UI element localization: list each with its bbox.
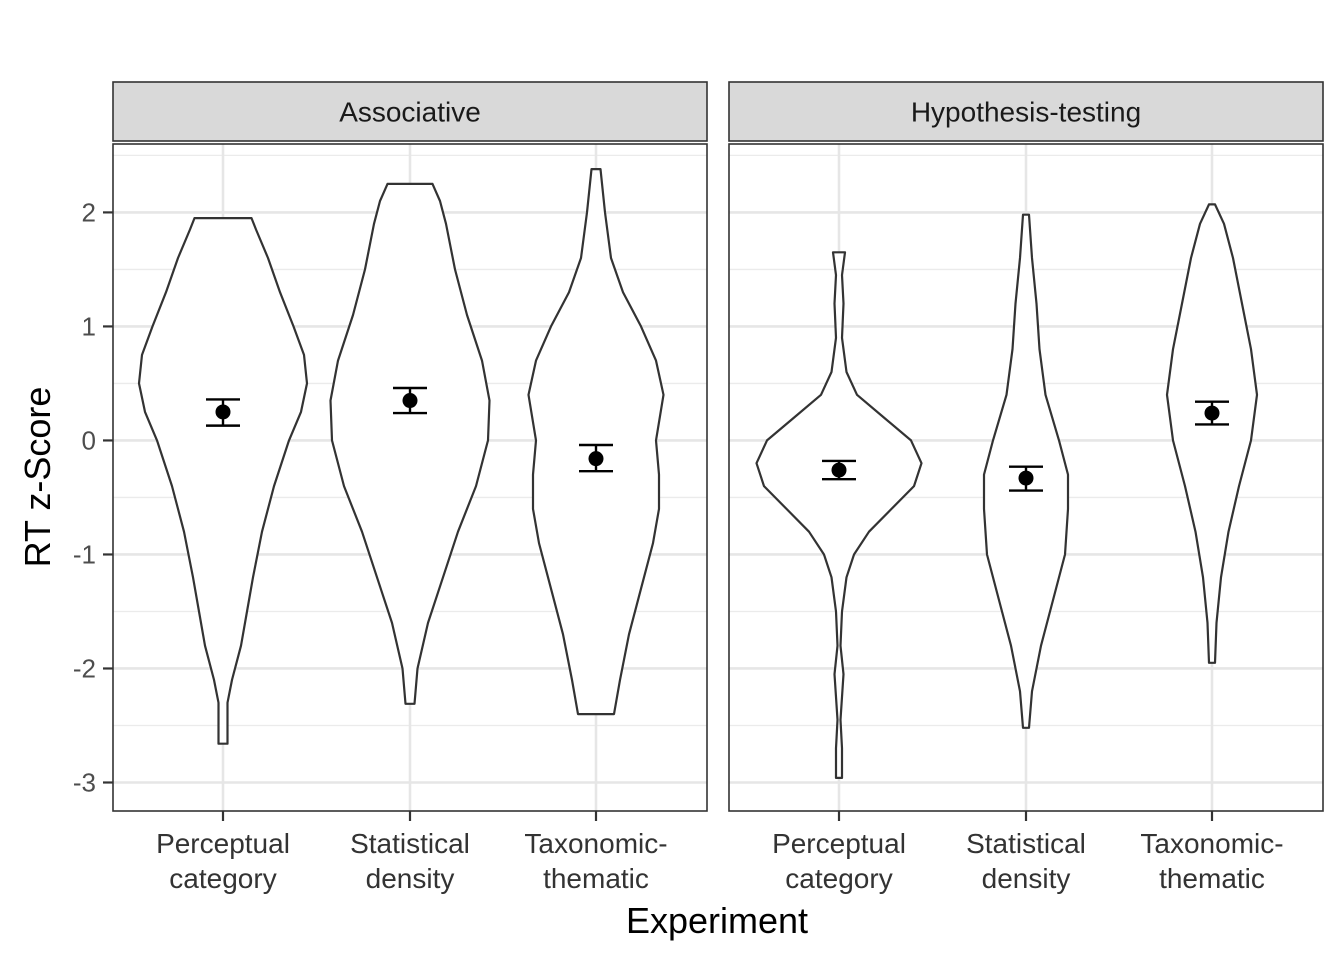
violin-taxonomic bbox=[527, 168, 665, 716]
y-tick-label: 1 bbox=[82, 311, 96, 341]
mean-point-statistical bbox=[402, 393, 418, 409]
mean-point-taxonomic bbox=[588, 451, 604, 467]
y-tick-label: 0 bbox=[82, 425, 96, 455]
mean-point-statistical bbox=[1018, 470, 1034, 486]
x-tick-label-taxonomic: Taxonomic- bbox=[1140, 828, 1283, 859]
violin-statistical bbox=[329, 182, 491, 705]
violin-layer bbox=[137, 168, 1259, 779]
x-tick-label-taxonomic: thematic bbox=[543, 863, 649, 894]
x-tick-label-taxonomic: thematic bbox=[1159, 863, 1265, 894]
mean-point-perceptual bbox=[831, 462, 847, 478]
mean-point-taxonomic bbox=[1204, 405, 1220, 421]
x-tick-label-statistical: Statistical bbox=[966, 828, 1086, 859]
y-axis-title: RT z-Score bbox=[17, 387, 58, 568]
y-tick-label: -2 bbox=[73, 653, 96, 683]
panel-strip bbox=[728, 81, 1324, 142]
x-tick-label-perceptual: category bbox=[169, 863, 276, 894]
x-tick-label-perceptual: category bbox=[785, 863, 892, 894]
x-tick-label-statistical: density bbox=[366, 863, 455, 894]
violin-perceptual bbox=[755, 251, 923, 779]
violin-perceptual bbox=[137, 217, 309, 745]
panel-strip-label: Hypothesis-testing bbox=[911, 97, 1141, 128]
panel-strip bbox=[112, 81, 708, 142]
mean-point-perceptual bbox=[215, 404, 231, 420]
grid-layer bbox=[113, 144, 1323, 811]
frame-layer bbox=[103, 81, 1324, 821]
x-tick-label-perceptual: Perceptual bbox=[772, 828, 906, 859]
x-tick-label-statistical: Statistical bbox=[350, 828, 470, 859]
label-layer: Associative Perceptual category Statistical… bbox=[73, 97, 1284, 895]
y-tick-label: 2 bbox=[82, 197, 96, 227]
y-tick-label: -3 bbox=[73, 767, 96, 797]
x-tick-label-taxonomic: Taxonomic- bbox=[524, 828, 667, 859]
violin-taxonomic bbox=[1165, 203, 1259, 664]
x-tick-label-perceptual: Perceptual bbox=[156, 828, 290, 859]
panel-strip-label: Associative bbox=[339, 97, 481, 128]
x-axis-title: Experiment bbox=[626, 900, 808, 941]
y-tick-label: -1 bbox=[73, 539, 96, 569]
x-tick-label-statistical: density bbox=[982, 863, 1071, 894]
